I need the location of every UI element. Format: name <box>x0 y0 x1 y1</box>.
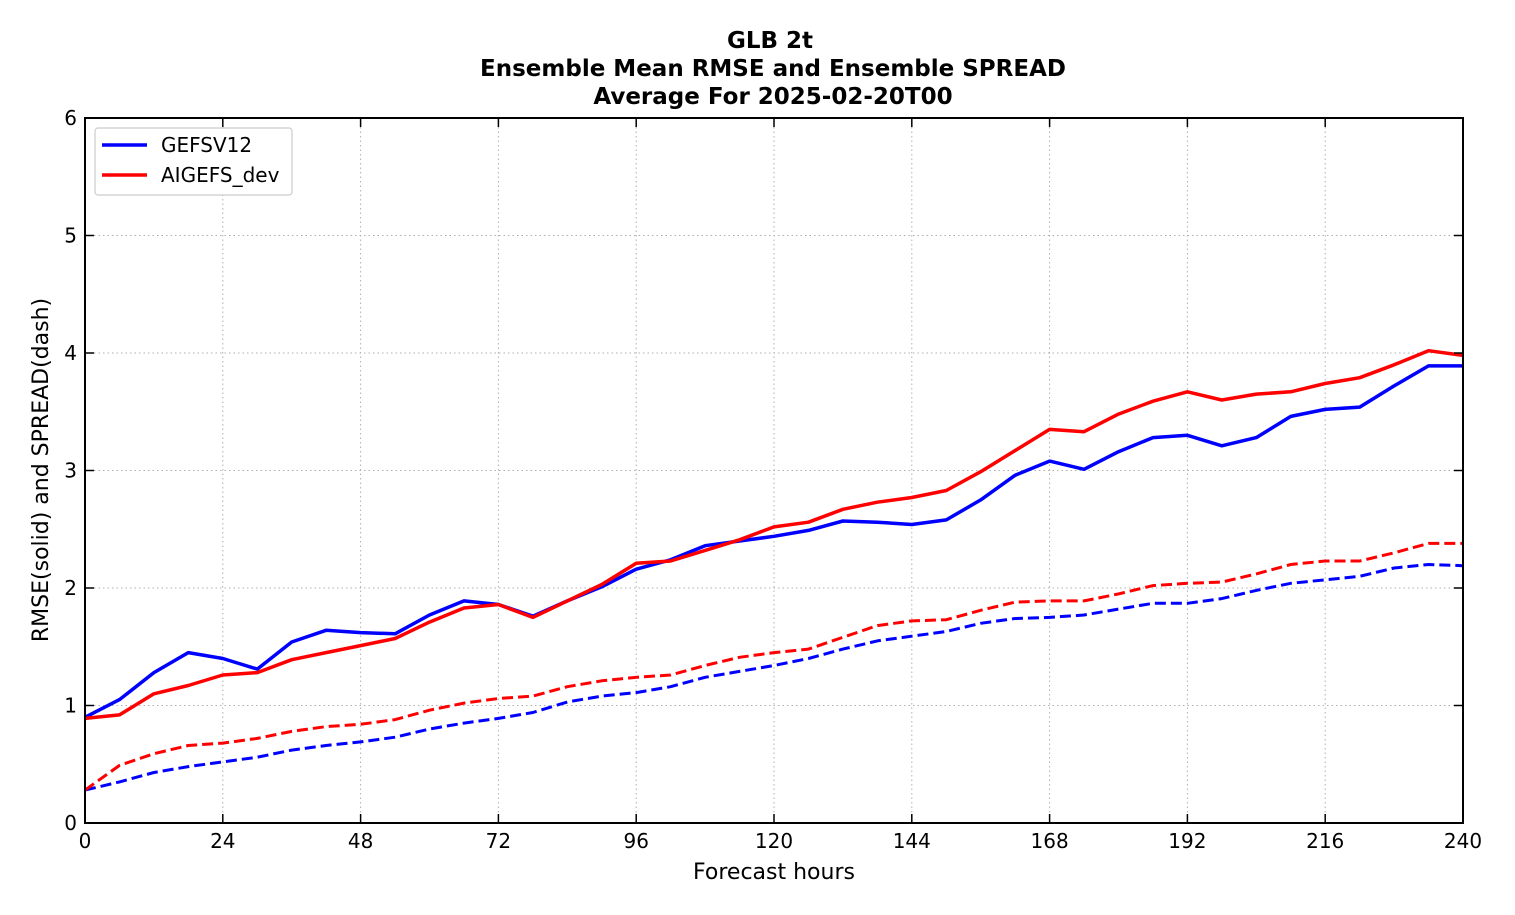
x-tick-label: 240 <box>1444 829 1482 853</box>
axis-ticks: 0 24 48 72 96 120 144 168 192 216 240 0 1 2 3 4 5 6 <box>64 106 1482 853</box>
chart-title-line-2: Ensemble Mean RMSE and Ensemble SPREAD <box>480 56 1066 82</box>
x-tick-label: 144 <box>893 829 931 853</box>
legend: GEFSV12 AIGEFS_dev <box>94 127 293 196</box>
grid <box>85 118 1463 823</box>
x-tick-label: 0 <box>79 829 92 853</box>
y-axis-label: RMSE(solid) and SPREAD(dash) <box>29 298 54 642</box>
x-tick-label: 72 <box>486 829 511 853</box>
y-tick-label: 2 <box>64 576 77 600</box>
series-gefsv12-rmse <box>84 364 1463 719</box>
series-aigefs-dev-rmse <box>84 348 1464 721</box>
y-tick-label: 5 <box>64 224 77 248</box>
x-axis-label: Forecast hours <box>693 860 855 885</box>
legend-label-aigefs-dev: AIGEFS_dev <box>161 163 280 187</box>
y-tick-label: 1 <box>64 694 77 718</box>
series-lines <box>84 348 1464 792</box>
x-tick-label: 168 <box>1031 829 1069 853</box>
x-tick-label: 216 <box>1306 829 1344 853</box>
x-tick-label: 24 <box>210 829 235 853</box>
x-tick-label: 48 <box>348 829 373 853</box>
y-tick-label: 6 <box>64 106 77 130</box>
y-tick-label: 0 <box>64 811 77 835</box>
x-tick-label: 120 <box>755 829 793 853</box>
chart-title-line-1: GLB 2t <box>727 28 813 54</box>
legend-label-gefsv12: GEFSV12 <box>161 133 252 157</box>
series-aigefs-dev-spread <box>84 541 1463 792</box>
x-tick-label: 192 <box>1168 829 1206 853</box>
y-tick-label: 3 <box>64 459 77 483</box>
series-gefsv12-spread <box>84 563 1464 792</box>
chart-title-line-3: Average For 2025-02-20T00 <box>593 84 952 110</box>
x-tick-label: 96 <box>623 829 648 853</box>
y-tick-label: 4 <box>64 341 77 365</box>
